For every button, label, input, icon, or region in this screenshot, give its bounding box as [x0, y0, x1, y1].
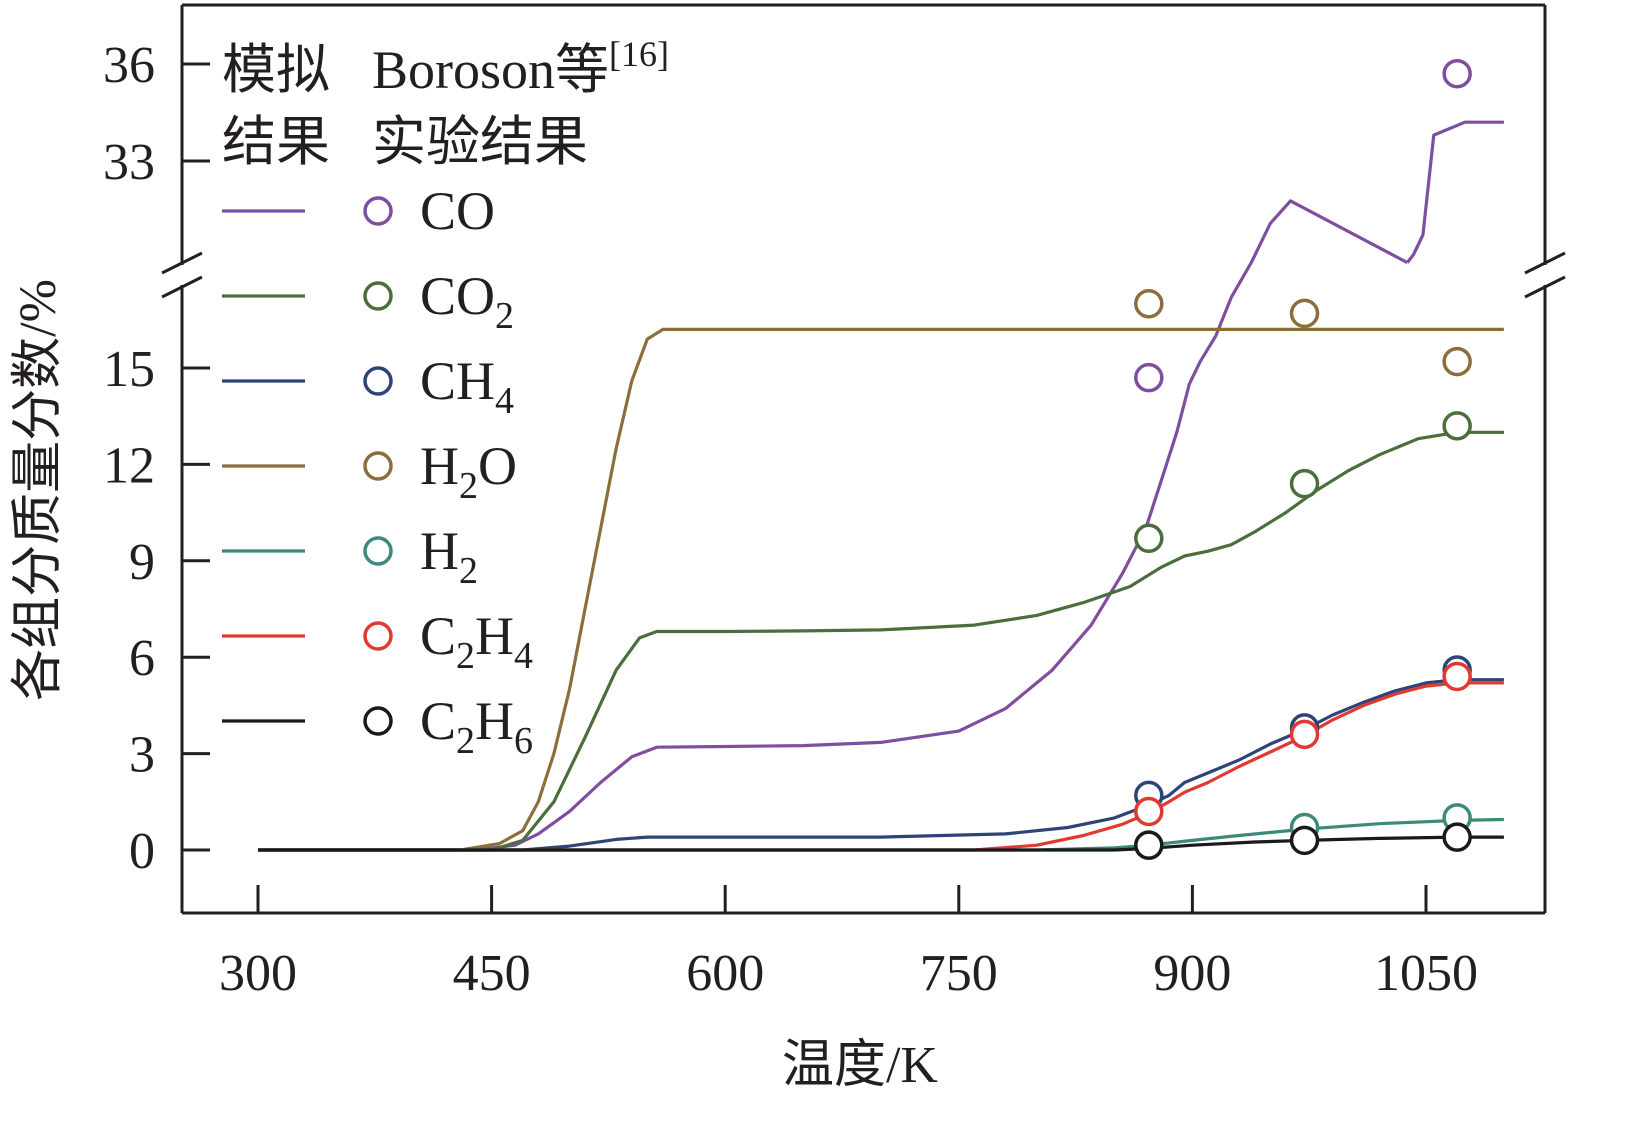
legend-label-h2o: H2O — [420, 436, 517, 507]
data-point-c2h4 — [1134, 796, 1164, 827]
x-tick-label: 600 — [686, 945, 764, 1002]
x-tick-label: 1050 — [1374, 945, 1478, 1002]
legend-marker-ch4 — [363, 366, 393, 396]
legend-label-h2: H2 — [420, 521, 478, 592]
data-point-c2h4 — [1289, 719, 1320, 750]
data-point-co — [1442, 58, 1472, 89]
y-axis-title: 各组分质量分数/% — [10, 279, 67, 701]
legend-label-ch4: CH4 — [420, 351, 514, 422]
legend-marker-co — [363, 196, 393, 226]
x-tick-label: 900 — [1153, 945, 1231, 1002]
legend-label-c2h6: C2H6 — [420, 691, 533, 762]
data-point-c2h6 — [1134, 830, 1164, 860]
data-point-co — [1134, 362, 1164, 393]
legend: 模拟 结果 Boroson等[16] 实验结果 CO CO2 CH4 H2O H2 C2H… — [222, 34, 669, 762]
data-point-c2h4 — [1442, 661, 1472, 692]
legend-header-exp-name: Boroson等 — [372, 40, 609, 100]
data-point-c2h6 — [1289, 825, 1320, 856]
y-tick-label: 9 — [129, 534, 155, 591]
y-tick-label: 3 — [129, 727, 155, 784]
legend-label-co: CO — [420, 181, 495, 241]
data-point-h2o — [1289, 298, 1320, 329]
axis-break-mark — [1524, 275, 1566, 299]
series-line-ch4 — [258, 678, 1504, 852]
x-tick-label: 750 — [920, 945, 998, 1002]
axis-break-mark — [1524, 251, 1566, 275]
y-tick-label: 33 — [103, 134, 155, 191]
axis-break-mark — [161, 275, 203, 299]
legend-header-exp-ref: [16] — [609, 34, 669, 74]
plot-points — [1134, 58, 1472, 860]
x-tick-label: 450 — [453, 945, 531, 1002]
y-tick-label: 15 — [103, 341, 155, 398]
x-tick-label: 300 — [219, 945, 297, 1002]
data-point-c2h6 — [1442, 822, 1472, 852]
axis-break-mark — [161, 251, 203, 275]
series-line-co2 — [258, 430, 1504, 852]
series-line-co-lower — [258, 199, 1409, 852]
legend-marker-c2h6 — [363, 706, 393, 736]
y-tick-label: 36 — [103, 37, 155, 94]
legend-marker-h2 — [363, 536, 393, 566]
data-point-co2 — [1442, 411, 1472, 441]
legend-header-sim-line2: 结果 — [222, 112, 330, 172]
data-point-co2 — [1134, 523, 1164, 554]
axes — [161, 3, 1566, 915]
data-point-h2o — [1442, 346, 1472, 377]
data-point-co2 — [1289, 468, 1320, 499]
legend-entries: CO CO2 CH4 H2O H2 C2H4 C2H6 — [222, 181, 533, 762]
legend-header-exp-line1: Boroson等[16] — [372, 34, 669, 100]
plot-lines — [258, 120, 1504, 852]
data-point-h2o — [1134, 288, 1164, 319]
legend-marker-c2h4 — [363, 621, 393, 651]
y-tick-label: 12 — [103, 437, 155, 494]
x-axis-title: 温度/K — [782, 1037, 938, 1094]
legend-marker-co2 — [363, 281, 393, 311]
y-tick-label: 6 — [129, 630, 155, 687]
y-tick-label: 0 — [129, 823, 155, 880]
legend-header-sim-line1: 模拟 — [222, 40, 330, 100]
legend-marker-h2o — [363, 451, 393, 481]
series-line-c2h4 — [258, 681, 1504, 852]
series-line-c2h6 — [258, 835, 1504, 852]
legend-header-exp-line2: 实验结果 — [372, 112, 588, 172]
series-line-co-upper — [1406, 120, 1504, 264]
legend-label-c2h4: C2H4 — [420, 606, 533, 677]
series-line-h2o — [258, 327, 1504, 852]
legend-label-co2: CO2 — [420, 266, 514, 337]
